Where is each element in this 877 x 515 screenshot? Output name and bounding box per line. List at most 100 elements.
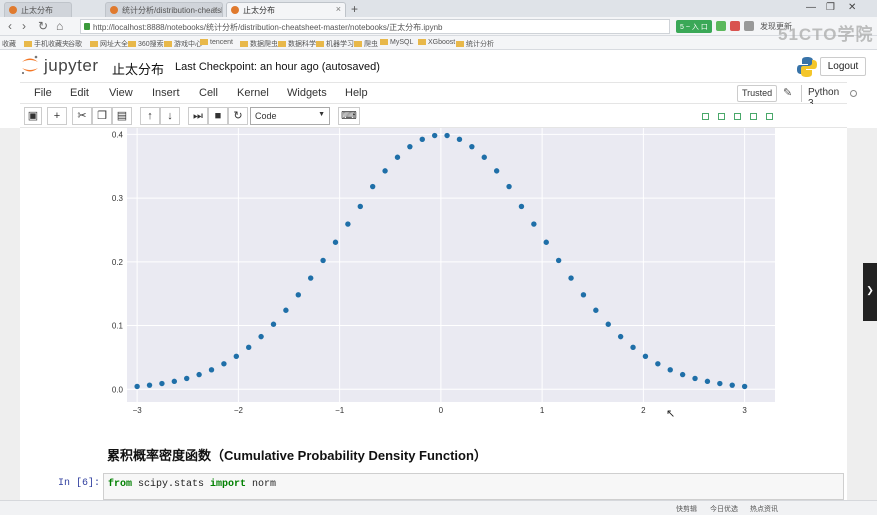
reload-icon[interactable]: ↻ bbox=[38, 19, 49, 33]
copy-icon[interactable]: ❐ bbox=[92, 107, 112, 125]
tab-close-icon[interactable]: × bbox=[212, 4, 218, 14]
data-point bbox=[196, 371, 202, 378]
side-panel-toggle[interactable]: ❯ bbox=[863, 263, 877, 321]
bookmark-item[interactable]: 爬虫 bbox=[354, 39, 378, 49]
bookmark-item[interactable]: 数据科学 bbox=[278, 39, 316, 49]
bookmark-item[interactable]: 机器学习 bbox=[316, 39, 354, 49]
move-up-icon[interactable]: ↑ bbox=[140, 107, 160, 125]
tab-label: 统计分析/distribution-cheatsh bbox=[122, 6, 223, 15]
toolbar-extension-icon[interactable] bbox=[718, 113, 725, 120]
keyboard-icon[interactable]: ⌨ bbox=[338, 107, 360, 125]
data-point bbox=[320, 257, 326, 264]
data-point bbox=[729, 382, 735, 388]
jupyter-logo-icon[interactable] bbox=[20, 54, 40, 76]
code-keyword-import: import bbox=[210, 479, 247, 490]
trusted-indicator[interactable]: Trusted bbox=[737, 85, 778, 102]
run-icon[interactable]: ⏭ bbox=[188, 107, 208, 125]
back-icon[interactable]: ‹ bbox=[8, 19, 12, 33]
bookmark-item[interactable]: 360搜索 bbox=[128, 39, 164, 49]
code-keyword-from: from bbox=[108, 479, 133, 490]
data-point bbox=[704, 378, 711, 385]
status-item[interactable]: 快剪辑 bbox=[676, 506, 697, 513]
insert-cell-icon[interactable]: + bbox=[47, 107, 67, 125]
bookmark-item[interactable]: 手机收藏夹 bbox=[24, 39, 69, 49]
bookmark-item[interactable]: 谷歌 bbox=[68, 41, 82, 48]
data-point bbox=[184, 375, 190, 382]
y-tick-label: 0.3 bbox=[112, 194, 124, 203]
window-close-icon[interactable]: ✕ bbox=[848, 2, 857, 13]
status-item[interactable]: 热点资讯 bbox=[750, 506, 778, 513]
new-tab-button[interactable]: + bbox=[351, 2, 359, 16]
data-point bbox=[543, 239, 549, 245]
home-icon[interactable]: ⌂ bbox=[56, 19, 64, 33]
bookmark-item[interactable]: 统计分析 bbox=[456, 39, 494, 49]
bookmark-item[interactable]: 游戏中心 bbox=[164, 39, 202, 49]
jupyter-wordmark: jupyter bbox=[44, 56, 99, 75]
data-point bbox=[407, 143, 413, 150]
toolbar-extension-icon[interactable] bbox=[750, 113, 757, 120]
data-point bbox=[246, 344, 252, 351]
browser-status-bar: 快剪辑 今日优选 热点资讯 bbox=[0, 500, 877, 515]
data-point bbox=[431, 132, 438, 139]
minimize-icon[interactable]: — bbox=[806, 2, 816, 13]
bookmark-item[interactable]: 网址大全 bbox=[90, 39, 128, 49]
menu-cell[interactable]: Cell bbox=[199, 87, 218, 99]
menu-file[interactable]: File bbox=[34, 87, 52, 99]
code-cell-input[interactable]: from scipy.stats import norm bbox=[103, 473, 844, 500]
toolbar-extension-icon[interactable] bbox=[702, 113, 709, 120]
menu-help[interactable]: Help bbox=[345, 87, 368, 99]
bookmark-item[interactable]: XGboost bbox=[418, 39, 455, 46]
logout-button[interactable]: Logout bbox=[820, 57, 866, 76]
data-point bbox=[221, 361, 227, 367]
move-down-icon[interactable]: ↓ bbox=[160, 107, 180, 125]
menu-icon[interactable] bbox=[744, 21, 754, 31]
bookmark-item[interactable]: 收藏 bbox=[2, 41, 16, 48]
cell-type-select[interactable]: Code ▼ bbox=[250, 107, 330, 125]
browser-tab-3[interactable]: 止太分布 × bbox=[226, 2, 346, 17]
bookmark-item[interactable]: MySQL bbox=[380, 39, 413, 46]
url-field[interactable]: http://localhost:8888/notebooks/统计分析/dis… bbox=[80, 19, 670, 34]
restart-icon[interactable]: ↻ bbox=[228, 107, 248, 125]
y-tick-label: 0.1 bbox=[112, 322, 124, 331]
watermark-logo: 51CTO学院 bbox=[778, 25, 874, 44]
maximize-icon[interactable]: ❐ bbox=[826, 2, 835, 13]
data-point bbox=[258, 333, 264, 340]
menu-widgets[interactable]: Widgets bbox=[287, 87, 327, 99]
cut-icon[interactable]: ✂ bbox=[72, 107, 92, 125]
save-icon[interactable]: ▣ bbox=[24, 107, 42, 125]
tab-close-icon[interactable]: × bbox=[335, 4, 341, 14]
menu-kernel[interactable]: Kernel bbox=[237, 87, 269, 99]
code-module: scipy.stats bbox=[132, 479, 211, 490]
data-point bbox=[531, 221, 537, 227]
stop-icon[interactable]: ■ bbox=[208, 107, 228, 125]
extension-icon[interactable] bbox=[716, 21, 726, 31]
data-point bbox=[469, 143, 475, 150]
menu-edit[interactable]: Edit bbox=[70, 87, 89, 99]
browser-green-button[interactable]: 5 ~ 入 口 bbox=[676, 20, 712, 33]
data-point bbox=[692, 375, 698, 382]
bookmark-item[interactable]: tencent bbox=[200, 39, 233, 46]
data-point bbox=[481, 154, 487, 160]
browser-update-text[interactable]: 发现更新 bbox=[760, 22, 792, 31]
forward-icon[interactable]: › bbox=[22, 19, 26, 33]
folder-icon bbox=[90, 41, 98, 48]
tab-favicon-icon bbox=[231, 6, 239, 14]
edit-pencil-icon[interactable]: ✎ bbox=[783, 87, 793, 99]
menu-insert[interactable]: Insert bbox=[152, 87, 180, 99]
menu-view[interactable]: View bbox=[109, 87, 133, 99]
toolbar-extension-icon[interactable] bbox=[734, 113, 741, 120]
folder-icon bbox=[418, 39, 426, 46]
status-item[interactable]: 今日优选 bbox=[710, 506, 738, 513]
tab-favicon-icon bbox=[110, 6, 118, 14]
browser-tab-2[interactable]: 统计分析/distribution-cheatsh × bbox=[105, 2, 223, 17]
notebook-title[interactable]: 止太分布 bbox=[112, 62, 165, 77]
x-tick-label: −3 bbox=[133, 406, 143, 415]
browser-tab-strip: 止太分布 统计分析/distribution-cheatsh × 止太分布 × … bbox=[0, 0, 877, 17]
paste-icon[interactable]: ▤ bbox=[112, 107, 132, 125]
url-text: http://localhost:8888/notebooks/统计分析/dis… bbox=[93, 23, 443, 32]
bookmark-item[interactable]: 数据爬虫 bbox=[240, 39, 278, 49]
extension-icon[interactable] bbox=[730, 21, 740, 31]
toolbar-extension-icon[interactable] bbox=[766, 113, 773, 120]
data-point bbox=[642, 353, 649, 360]
browser-tab-1[interactable]: 止太分布 bbox=[4, 2, 72, 17]
